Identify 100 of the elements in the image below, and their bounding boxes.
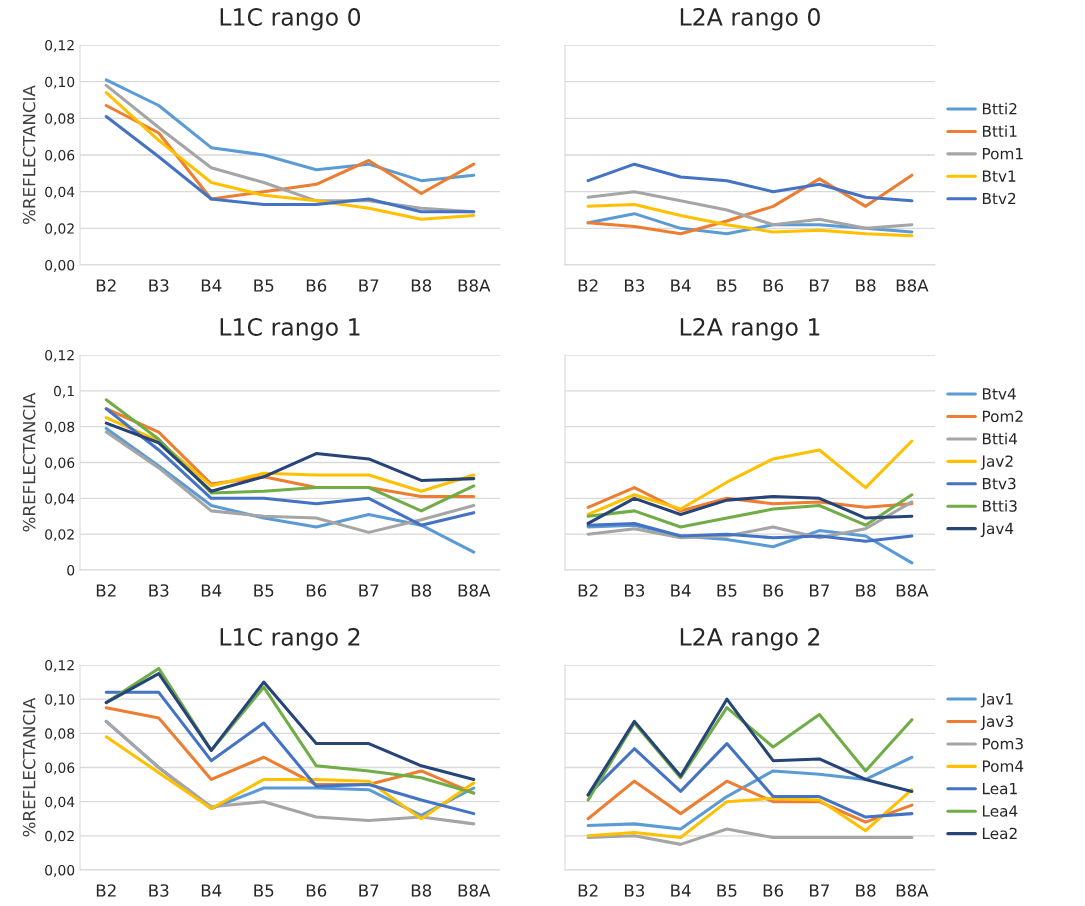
y-tick-label: 0 [67,564,75,576]
x-tick-label: B8 [411,279,432,292]
line-series [104,672,476,781]
x-tick-label: B7 [359,279,379,292]
x-tick-label: B4 [671,584,691,597]
x-tick-label: B8 [856,584,876,597]
legend-label: Pom3 [982,737,1023,750]
y-tick-label: 0,08 [45,113,75,126]
y-tick-label: 0,00 [45,259,75,272]
x-tick-label: B5 [254,884,274,897]
x-tick-label: B5 [254,584,274,597]
y-tick-label: 0,10 [45,694,75,707]
line-series [104,78,476,183]
x-tick-label: B6 [306,884,327,897]
x-tick-label: B3 [624,279,645,292]
x-tick-label: B4 [671,884,691,897]
legend-label: Jav1 [980,693,1013,708]
legend-label: Btv2 [982,192,1016,205]
x-tick-label: B4 [671,279,691,292]
x-tick-label: B2 [578,584,598,597]
y-tick-label: 0,12 [45,39,74,52]
legend-label: Lea2 [982,827,1017,840]
x-tick-label: B7 [359,884,379,897]
x-tick-label: B7 [359,584,379,597]
line-series [104,690,476,816]
x-tick-label: B3 [624,584,645,597]
y-tick-label: 0,02 [45,830,74,843]
legend-label: Jav4 [980,522,1014,538]
x-tick-label: B2 [96,884,116,897]
x-tick-label: B5 [254,279,274,292]
legend-label: Btv3 [982,477,1016,490]
y-tick-label: 0,08 [45,728,75,741]
x-tick-label: B2 [578,279,598,292]
legend-label: Btti2 [982,102,1017,115]
x-tick-label: B3 [149,279,169,292]
y-tick-label: 0,02 [45,529,74,542]
legend-label: Btv4 [982,388,1016,400]
y-tick-label: 0,04 [45,493,75,506]
x-tick-label: B6 [306,584,327,597]
chart-title: L1C rango 0 [220,8,361,31]
x-tick-label: B5 [717,884,737,897]
y-tick-label: 0,06 [45,149,75,162]
y-tick-label: 0,04 [45,796,75,809]
legend-label: Btti1 [982,125,1017,137]
legend-label: Lea1 [982,783,1017,795]
x-tick-label: B4 [201,884,222,897]
x-tick-label: B7 [809,279,829,292]
x-tick-label: B4 [201,279,222,292]
x-tick-label: B2 [96,584,116,597]
x-tick-label: B6 [763,884,784,897]
chart-title: L2A rango 2 [680,628,820,651]
x-tick-label: B5 [717,279,737,292]
legend-label: Jav3 [980,715,1013,730]
legend-label: Pom4 [982,760,1024,772]
x-tick-label: B3 [624,884,645,897]
x-tick-label: B6 [306,279,327,292]
line-series [104,430,476,534]
x-tick-label: B8A [896,279,929,292]
legend-label: Btv1 [982,170,1016,182]
x-tick-label: B8 [856,279,876,292]
x-tick-label: B7 [809,884,829,897]
x-tick-label: B2 [96,279,116,292]
legend-label: Btti3 [982,499,1017,512]
x-tick-label: B3 [149,884,169,897]
x-tick-label: B5 [717,584,737,597]
legend-label: Pom1 [982,148,1023,160]
y-tick-label: 0,06 [45,762,75,775]
x-tick-label: B8A [458,279,491,292]
x-tick-label: B6 [763,584,784,597]
x-tick-label: B8 [411,584,432,597]
y-tick-label: 0,12 [45,349,74,362]
legend-label: Jav2 [980,455,1013,470]
y-tick-label: 0,12 [45,659,74,672]
line-series [104,114,476,214]
chart-title: L2A rango 0 [680,8,820,31]
y-axis-title: %REFLECTANCIA [22,85,36,224]
y-tick-label: 0,02 [45,223,74,236]
x-tick-label: B2 [578,884,598,897]
y-tick-label: 0,00 [45,864,75,877]
y-tick-label: 0,06 [45,457,75,470]
x-tick-label: B8A [458,584,491,597]
x-tick-label: B8A [896,884,929,897]
x-tick-label: B8 [856,884,876,897]
x-tick-label: B8A [896,584,929,597]
y-axis-title: %REFLECTANCIA [22,697,36,837]
y-axis-title: %REFLECTANCIA [22,392,36,532]
x-tick-label: B6 [763,279,784,292]
line-series [104,407,476,527]
legend-label: Btti4 [982,432,1018,445]
y-tick-label: 0,04 [45,186,75,199]
x-tick-label: B8A [458,884,491,897]
line-series [104,735,476,821]
legend-label: Pom2 [982,410,1023,423]
y-tick-label: 0,10 [45,76,75,89]
chart-title: L1C rango 2 [220,628,360,651]
x-tick-label: B7 [809,584,829,597]
legend-label: Lea4 [982,805,1018,817]
x-tick-label: B8 [411,884,432,897]
x-tick-label: B4 [201,584,222,597]
x-tick-label: B3 [149,584,169,597]
